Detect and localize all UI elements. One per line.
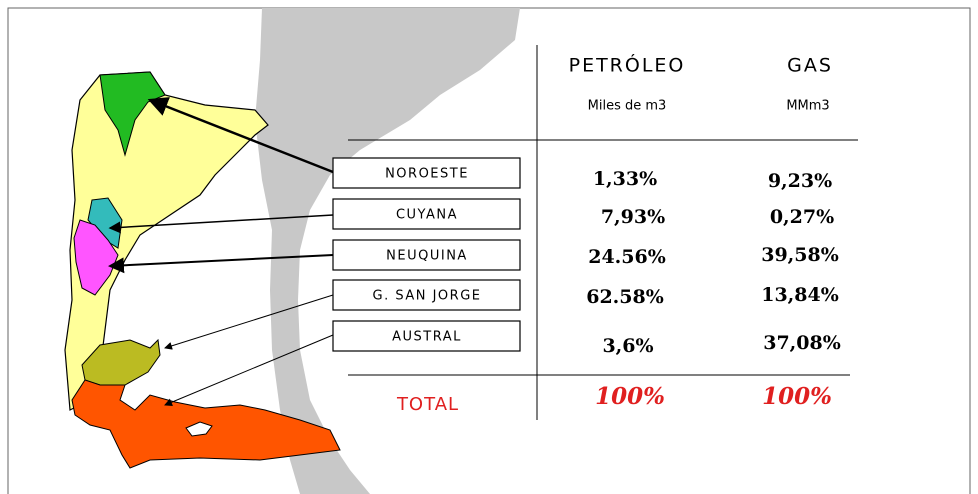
region-box [332, 279, 521, 311]
region-label: NEUQUINA [386, 249, 468, 264]
petroleo-value: 1,33% [593, 168, 657, 190]
region-box [332, 320, 521, 352]
islands [185, 421, 213, 437]
header: GAS [787, 55, 833, 77]
region-label: G. SAN JORGE [373, 289, 482, 304]
gas-value: 13,84% [761, 284, 839, 306]
region-box [332, 198, 521, 230]
region-box [332, 239, 521, 271]
gas-value: 37,08% [763, 332, 841, 354]
region-label: NOROESTE [385, 167, 469, 182]
map-yellow [64, 71, 269, 411]
gas-value: 9,23% [768, 170, 832, 192]
unit: Miles de m3 [588, 99, 667, 114]
total-label: TOTAL [396, 394, 459, 415]
unit: MMm3 [786, 99, 829, 114]
arrow [108, 214, 334, 234]
arrow [108, 254, 334, 274]
petroleo-value: 3,6% [602, 335, 653, 357]
total-value: 100% [762, 383, 832, 410]
total-value: 100% [595, 383, 665, 410]
gas-value: 39,58% [761, 244, 839, 266]
map-neuquina [73, 219, 119, 296]
petroleo-value: 62.58% [586, 286, 664, 308]
header: PETRÓLEO [569, 53, 686, 77]
petroleo-value: 24.56% [588, 246, 666, 268]
continent-background [255, 8, 520, 494]
arrow [147, 97, 334, 174]
region-box [332, 157, 521, 189]
map-noroeste [99, 71, 166, 157]
gas-value: 0,27% [770, 206, 834, 228]
map-cuyana [87, 197, 123, 249]
arrow [164, 294, 334, 350]
arrow [164, 334, 334, 406]
petroleo-value: 7,93% [601, 206, 665, 228]
region-label: CUYANA [396, 208, 458, 223]
region-label: AUSTRAL [392, 330, 462, 345]
